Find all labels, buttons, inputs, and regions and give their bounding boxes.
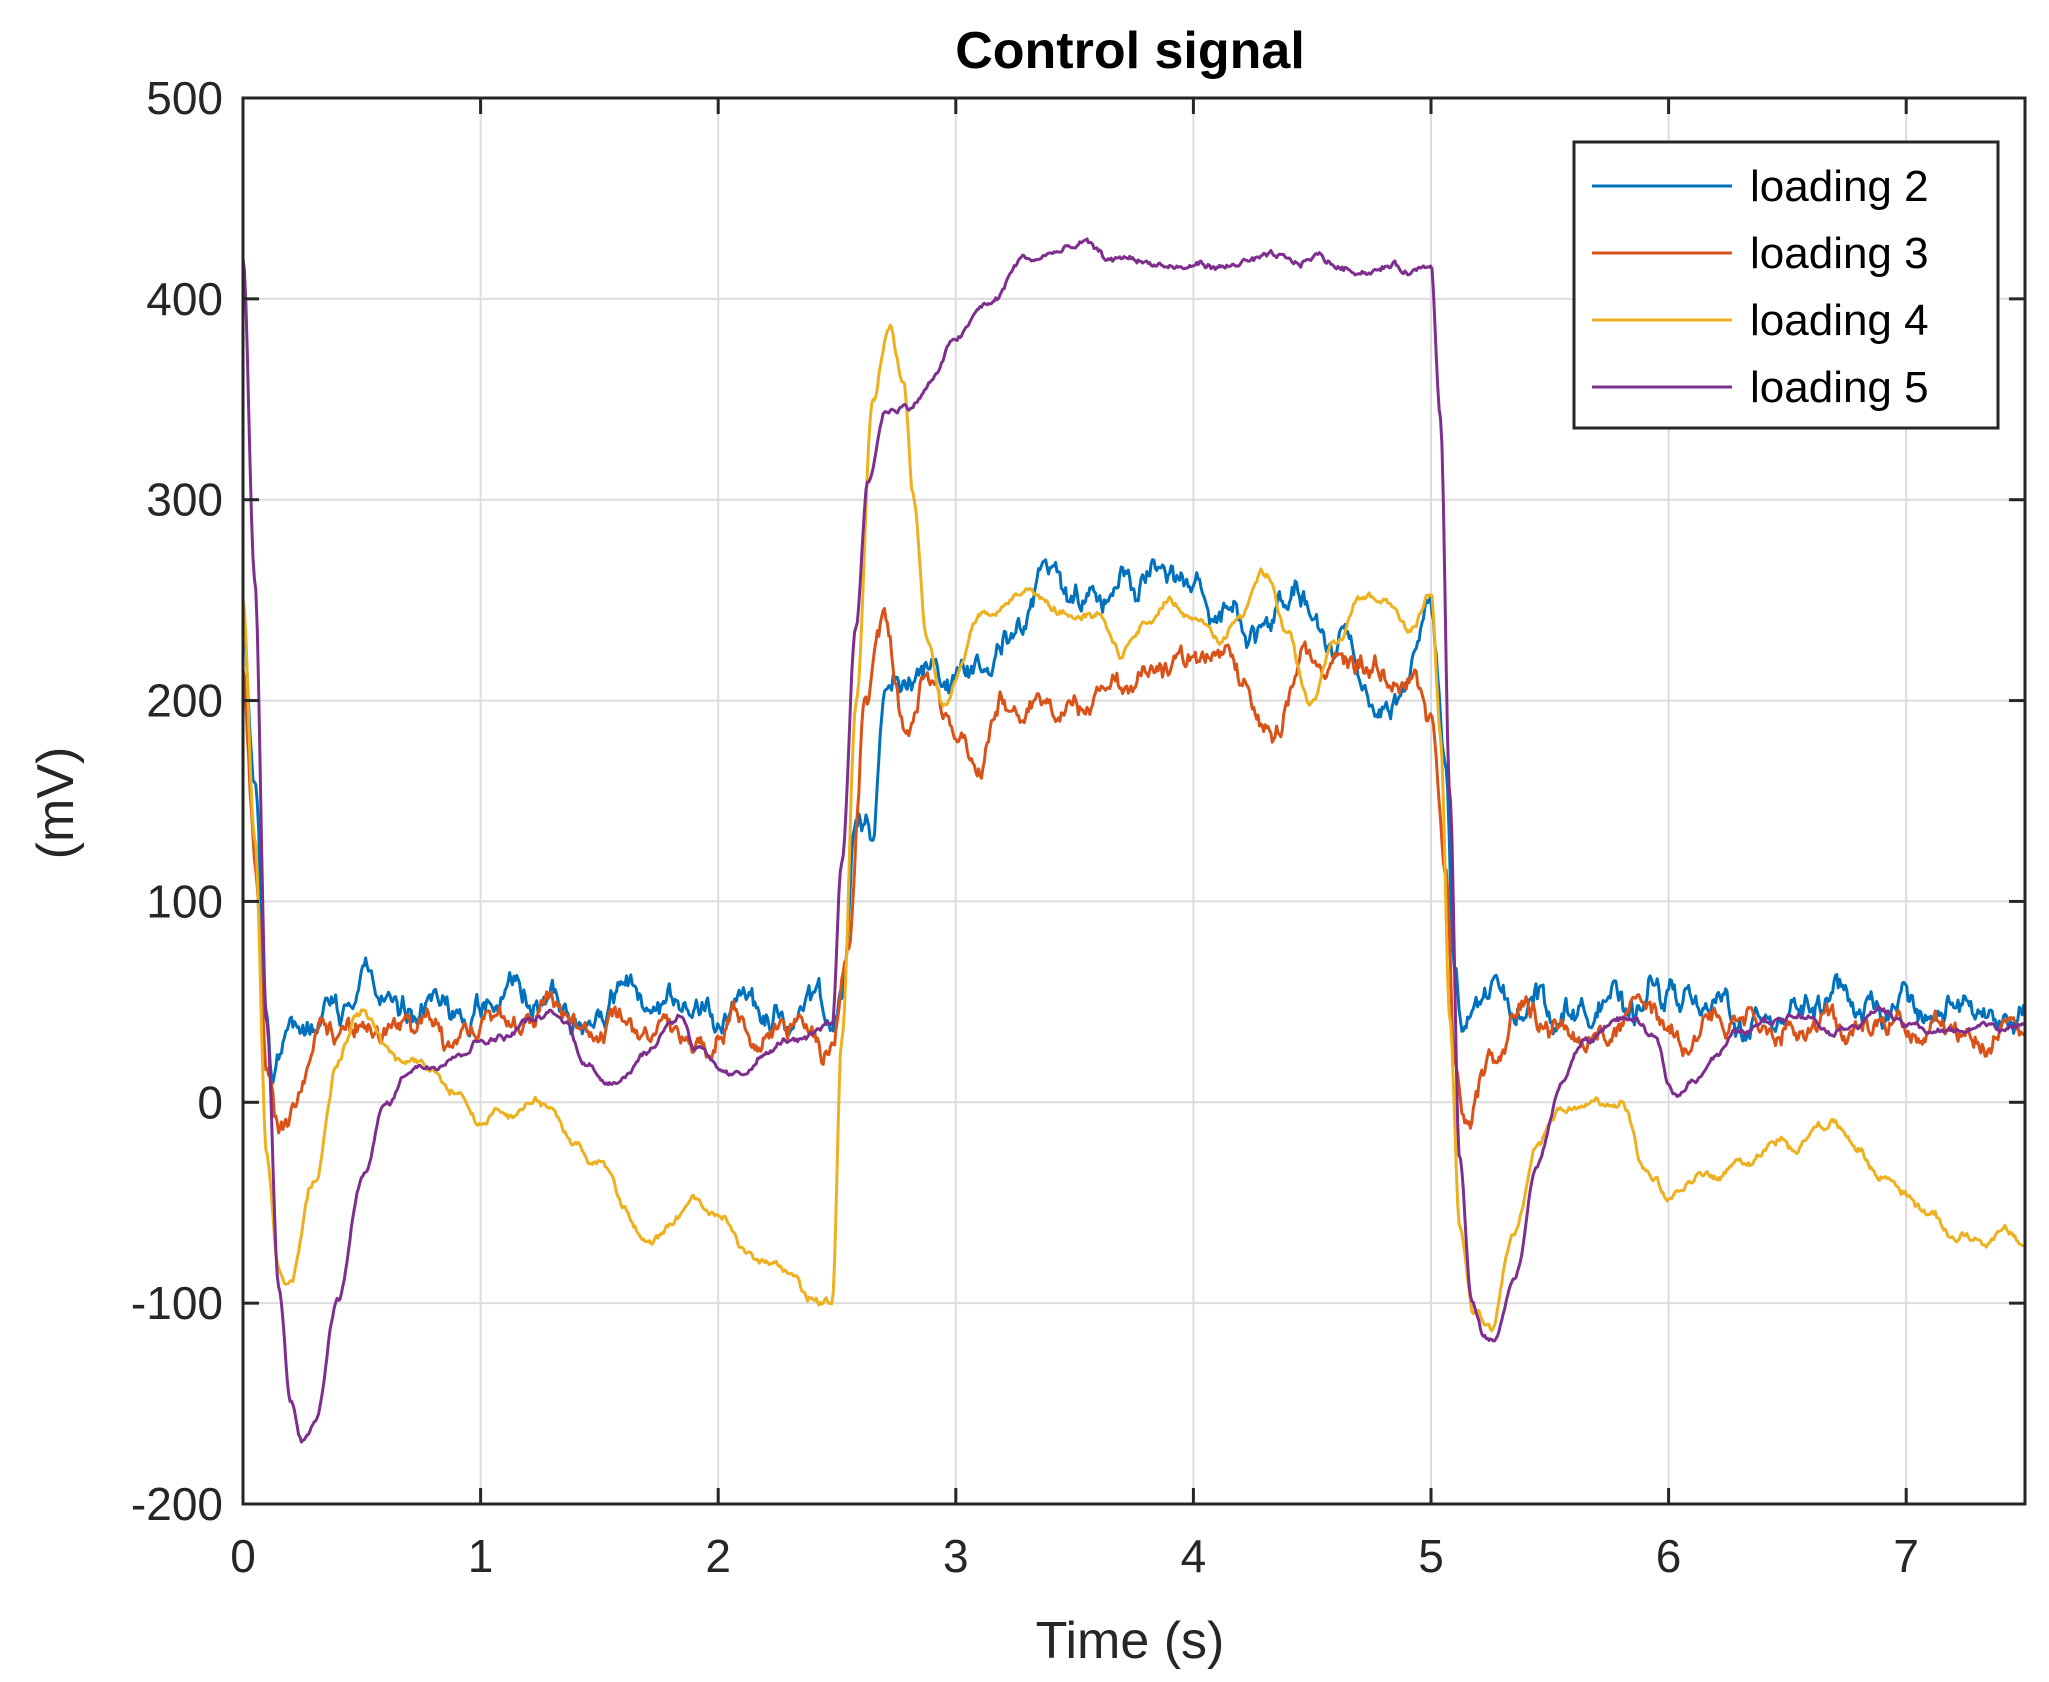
series-layer xyxy=(241,237,2027,1444)
x-axis-label: Time (s) xyxy=(1036,1612,1225,1670)
y-tick-label: -200 xyxy=(131,1478,223,1530)
x-tick-label: 3 xyxy=(943,1530,969,1582)
x-tick-label: 0 xyxy=(230,1530,256,1582)
y-tick-label: 400 xyxy=(146,273,223,325)
legend-label: loading 5 xyxy=(1750,363,1929,412)
legend-label: loading 4 xyxy=(1750,296,1929,345)
y-tick-label: 300 xyxy=(146,474,223,526)
x-tick-label: 6 xyxy=(1656,1530,1682,1582)
tick-labels: 0 1 2 3 4 5 6 7 -200 -100 0 100 200 300 400 500 xyxy=(131,72,1919,1582)
series-line-loading-4 xyxy=(241,323,2026,1333)
axis-ticks xyxy=(241,96,2025,1506)
legend-label: loading 3 xyxy=(1750,229,1929,278)
x-tick-label: 5 xyxy=(1418,1530,1444,1582)
chart-title: Control signal xyxy=(955,22,1305,80)
y-tick-label: 200 xyxy=(146,675,223,727)
legend-box xyxy=(1572,140,2000,430)
x-tick-label: 2 xyxy=(705,1530,731,1582)
x-tick-label: 7 xyxy=(1893,1530,1919,1582)
y-axis-label: (mV) xyxy=(27,747,85,860)
y-tick-label: 100 xyxy=(146,875,223,927)
plot-frame xyxy=(241,96,2027,1506)
y-tick-label: -100 xyxy=(131,1277,223,1329)
x-tick-label: 1 xyxy=(468,1530,494,1582)
legend: loading 2 loading 3 loading 4 loading 5 xyxy=(1572,140,2000,430)
x-tick-label: 4 xyxy=(1181,1530,1207,1582)
y-tick-label: 0 xyxy=(197,1076,223,1128)
legend-label: loading 2 xyxy=(1750,162,1929,211)
y-tick-label: 500 xyxy=(146,72,223,124)
series-line-loading-3 xyxy=(241,607,2026,1135)
series-line-loading-5 xyxy=(241,237,2026,1444)
